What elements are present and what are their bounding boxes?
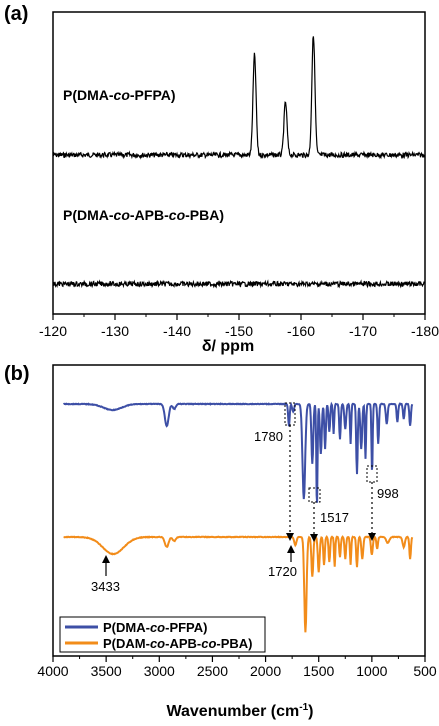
annotation-998: 998 [377, 486, 399, 501]
x-tick-label-a: -130 [101, 323, 129, 339]
legend-b: P(DMA-co-PFPA) P(DAM-co-APB-co-PBA) [59, 616, 266, 653]
x-axis-ticks-a: -120 -130 -140 -150 -160 -170 -180 [39, 314, 439, 339]
arrow-1780 [286, 533, 294, 541]
annotation-1517: 1517 [320, 510, 349, 525]
x-tick-label-b: 500 [413, 663, 437, 679]
x-tick-label-a: -180 [411, 323, 439, 339]
plot-frame-a [52, 11, 426, 315]
annotation-1780: 1780 [254, 429, 283, 444]
x-axis-ticks-b: 4000 3500 3000 2500 2000 1500 1000 500 [37, 656, 437, 679]
dashed-box-998 [366, 465, 378, 483]
x-tick-label-a: -150 [225, 323, 253, 339]
x-tick-label-b: 1500 [303, 663, 334, 679]
trace-label-pfpa: P(DMA-co-PFPA) [63, 87, 176, 103]
x-tick-label-b: 3500 [91, 663, 122, 679]
x-tick-label-a: -160 [287, 323, 315, 339]
x-tick-label-a: -120 [39, 323, 67, 339]
arrow-1720 [287, 545, 295, 553]
panel-label-b: (b) [4, 363, 30, 385]
legend-label-apb-pba: P(DAM-co-APB-co-PBA) [103, 636, 253, 651]
annotation-1720: 1720 [268, 564, 297, 579]
x-tick-label-b: 3000 [144, 663, 175, 679]
x-tick-label-b: 1000 [356, 663, 387, 679]
legend-label-pfpa: P(DMA-co-PFPA) [103, 620, 207, 635]
x-tick-label-a: -170 [349, 323, 377, 339]
x-tick-label-b: 4000 [37, 663, 68, 679]
annotations-b: 1780 1517 998 3433 1720 [91, 402, 399, 594]
dashed-box-1517 [308, 487, 321, 503]
x-tick-label-b: 2500 [197, 663, 228, 679]
x-axis-label-a: δ/ ppm [202, 338, 254, 355]
x-tick-label-b: 2000 [250, 663, 281, 679]
x-axis-label-b: Wavenumber (cm-1) [166, 702, 313, 720]
arrow-1517 [310, 534, 318, 542]
x-tick-label-a: -140 [163, 323, 191, 339]
arrow-998 [368, 533, 376, 541]
panel-label-a: (a) [4, 3, 28, 25]
trace-label-apb-pba: P(DMA-co-APB-co-PBA) [63, 207, 224, 223]
arrow-3433 [102, 555, 110, 563]
nmr-trace-pfpa [52, 36, 426, 160]
nmr-trace-apb-pba [52, 279, 426, 289]
legend-box [59, 616, 266, 653]
annotation-3433: 3433 [91, 579, 120, 594]
ir-trace-pfpa [62, 401, 414, 503]
ir-trace-apb-pba [63, 535, 414, 633]
